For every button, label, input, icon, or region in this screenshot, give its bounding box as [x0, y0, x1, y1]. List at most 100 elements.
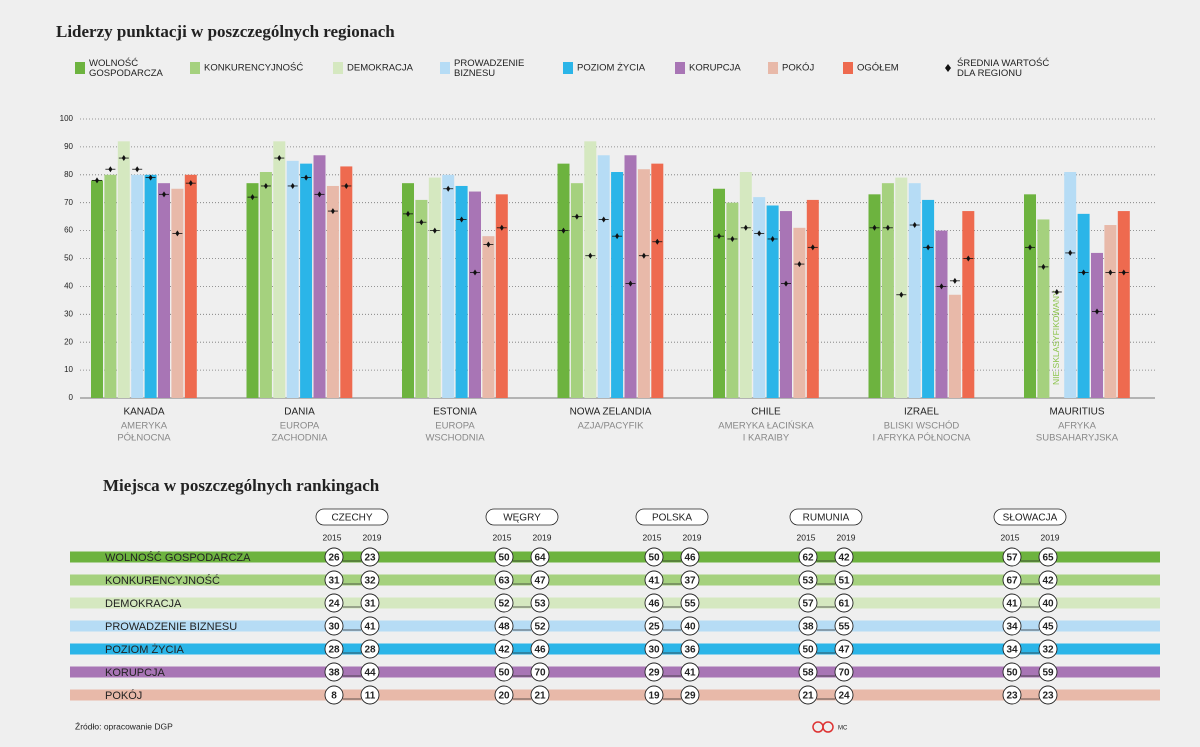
average-marker-dot [966, 255, 971, 262]
average-marker [909, 222, 920, 229]
rank-circle [644, 639, 664, 659]
average-marker-dot [148, 174, 153, 181]
x-tick-sublabel: AMERYKA ŁACIŃSKA [718, 421, 814, 432]
rank-value: 50 [498, 668, 510, 679]
average-marker-dot [1121, 269, 1126, 276]
bar [495, 194, 508, 398]
rank-circle [324, 685, 344, 705]
year-label: 2015 [323, 532, 342, 542]
bar [962, 211, 975, 398]
average-marker [1078, 269, 1089, 276]
average-marker [585, 252, 596, 259]
average-marker-dot [432, 227, 437, 234]
y-tick-label: 10 [64, 365, 73, 374]
rank-circle [644, 547, 664, 567]
x-tick-label: MAURITIUS [1050, 407, 1105, 418]
credit: MC [838, 726, 848, 732]
rank-value: 53 [802, 576, 814, 587]
country-label: SŁOWACJA [1003, 513, 1058, 524]
average-marker [1118, 269, 1129, 276]
rank-value: 58 [802, 668, 814, 679]
bar [611, 172, 624, 398]
legend-label: KORUPCJA [689, 63, 741, 74]
rank-circle [680, 662, 700, 682]
rank-circle [1002, 547, 1022, 567]
rank-circle [798, 662, 818, 682]
average-marker-dot [899, 291, 904, 298]
rank-value: 70 [534, 668, 546, 679]
y-tick-label: 30 [64, 309, 73, 318]
rank-circle [360, 570, 380, 590]
rank-value: 65 [1042, 553, 1054, 564]
average-marker-dot [290, 182, 295, 189]
average-marker-dot [135, 166, 140, 173]
rank-value: 67 [1006, 576, 1018, 587]
average-marker [652, 238, 663, 245]
legend-marker [945, 64, 951, 72]
rank-value: 29 [648, 668, 660, 679]
bar [171, 188, 184, 398]
average-marker [727, 235, 738, 242]
bar [340, 166, 353, 398]
average-marker-dot [730, 235, 735, 242]
legend-swatch [843, 62, 853, 74]
rank-value: 28 [364, 645, 376, 656]
rank-value: 46 [648, 599, 660, 610]
legend-label: OGÓŁEM [857, 63, 899, 74]
rank-circle [1038, 547, 1058, 567]
bar [753, 197, 766, 398]
rank-value: 25 [648, 622, 660, 633]
average-marker-dot [784, 280, 788, 287]
rank-circle [324, 616, 344, 636]
average-marker-dot [263, 182, 268, 189]
average-marker [247, 194, 258, 201]
year-label: 2015 [643, 532, 662, 542]
source: Źródło: opracowanie DGP [75, 721, 173, 731]
row-band [70, 689, 1160, 701]
rank-circle [834, 570, 854, 590]
average-marker-dot [797, 261, 802, 268]
x-tick-sublabel: EUROPA [435, 421, 475, 432]
row-label: PROWADZENIE BIZNESU [105, 621, 237, 633]
year-label: 2019 [683, 532, 702, 542]
average-marker [625, 280, 636, 287]
average-marker-dot [344, 182, 349, 189]
year-label: 2015 [493, 532, 512, 542]
x-tick-sublabel: EUROPA [280, 421, 320, 432]
rank-circle [360, 547, 380, 567]
row-band [70, 551, 1160, 563]
rank-circle [530, 662, 550, 682]
rank-circle [360, 639, 380, 659]
average-marker-dot [486, 241, 491, 248]
rank-value: 41 [648, 576, 660, 587]
row-label: DEMOKRACJA [105, 598, 182, 610]
rank-circle [494, 662, 514, 682]
bar [1064, 172, 1077, 398]
legend-label: PROWADZENIE BIZNESU [454, 58, 527, 79]
rank-circle [680, 685, 700, 705]
average-marker-dot [419, 219, 424, 226]
rank-circle [644, 570, 664, 590]
rank-value: 47 [838, 645, 850, 656]
bar [313, 155, 326, 398]
average-marker-dot [1054, 288, 1059, 295]
average-marker [949, 277, 960, 284]
rank-value: 61 [838, 599, 850, 610]
y-tick-label: 0 [69, 393, 74, 402]
bar [780, 211, 792, 398]
average-marker-dot [1028, 244, 1032, 251]
bar [584, 141, 597, 398]
rank-circle [324, 547, 344, 567]
rank-value: 30 [648, 645, 660, 656]
legend-swatch [75, 62, 85, 74]
average-marker [754, 230, 765, 237]
rank-circle [644, 593, 664, 613]
average-marker [274, 155, 285, 162]
average-marker [767, 235, 778, 242]
rank-value: 31 [328, 576, 340, 587]
bar [286, 160, 299, 398]
rank-value: 55 [684, 599, 696, 610]
x-tick-label: IZRAEL [904, 407, 939, 418]
rank-circle [530, 685, 550, 705]
legend-swatch [440, 62, 450, 74]
